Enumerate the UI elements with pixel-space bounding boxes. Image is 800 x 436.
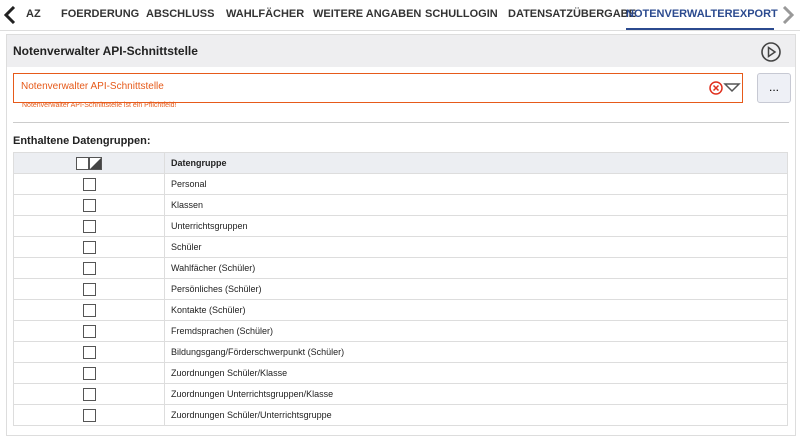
row-label: Persönliches (Schüler) xyxy=(164,278,788,300)
error-message: Notenverwalter API-Schnittstelle ist ein… xyxy=(22,102,177,109)
table-row: Klassen xyxy=(13,194,788,216)
row-checkbox-cell xyxy=(13,173,165,195)
row-label: Zuordnungen Unterrichtsgruppen/Klasse xyxy=(164,383,788,405)
table-row: Kontakte (Schüler) xyxy=(13,299,788,321)
tab[interactable]: WEITERE ANGABEN xyxy=(313,8,422,20)
row-label: Fremdsprachen (Schüler) xyxy=(164,320,788,342)
table-row: Unterrichtsgruppen xyxy=(13,215,788,237)
data-table: Datengruppe Personal Klassen Unterrichtsgr… xyxy=(13,152,788,426)
checkbox[interactable] xyxy=(82,366,96,380)
row-label: Bildungsgang/Förderschwerpunkt (Schüler) xyxy=(164,341,788,363)
table-row: Zuordnungen Unterrichtsgruppen/Klasse xyxy=(13,383,788,405)
row-checkbox-cell xyxy=(13,215,165,237)
toggle-icon[interactable] xyxy=(89,156,102,170)
panel-header: Notenverwalter API-Schnittstelle xyxy=(7,35,795,67)
checkbox[interactable] xyxy=(82,408,96,422)
table-row: Zuordnungen Schüler/Unterrichtsgruppe xyxy=(13,404,788,426)
select-all[interactable] xyxy=(13,152,165,174)
table-row: Fremdsprachen (Schüler) xyxy=(13,320,788,342)
row-checkbox-cell xyxy=(13,383,165,405)
row-checkbox-cell xyxy=(13,236,165,258)
row-checkbox-cell xyxy=(13,320,165,342)
select-icons xyxy=(709,81,741,95)
tab[interactable]: SCHULLOGIN xyxy=(425,8,498,20)
table-row: Wahlfächer (Schüler) xyxy=(13,257,788,279)
row-label: Klassen xyxy=(164,194,788,216)
checkbox[interactable] xyxy=(82,240,96,254)
row-label: Schüler xyxy=(164,236,788,258)
run-button[interactable] xyxy=(760,41,782,63)
checkbox[interactable] xyxy=(82,261,96,275)
checkbox[interactable] xyxy=(82,219,96,233)
more-button[interactable]: ... xyxy=(757,73,791,103)
row-checkbox-cell xyxy=(13,404,165,426)
table-row: Bildungsgang/Förderschwerpunkt (Schüler) xyxy=(13,341,788,363)
row-checkbox-cell xyxy=(13,341,165,363)
tab[interactable]: DATENSATZÜBERGABE xyxy=(508,8,636,20)
tab[interactable]: ABSCHLUSS xyxy=(146,8,215,20)
row-checkbox-cell xyxy=(13,194,165,216)
tab[interactable]: FOERDERUNG xyxy=(61,8,140,20)
table-row: Schüler xyxy=(13,236,788,258)
tab[interactable]: NOTENVERWALTEREXPORT xyxy=(626,0,778,30)
table-row: Zuordnungen Schüler/Klasse xyxy=(13,362,788,384)
panel-title: Notenverwalter API-Schnittstelle xyxy=(13,44,198,58)
column-header: Datengruppe xyxy=(164,152,788,174)
section-label: Enthaltene Datengruppen: xyxy=(13,135,151,147)
table-row: Persönliches (Schüler) xyxy=(13,278,788,300)
checkbox[interactable] xyxy=(82,303,96,317)
row-label: Zuordnungen Schüler/Klasse xyxy=(164,362,788,384)
row-checkbox-cell xyxy=(13,299,165,321)
tab-scroll-left[interactable] xyxy=(4,6,16,24)
checkbox[interactable] xyxy=(82,387,96,401)
row-label: Wahlfächer (Schüler) xyxy=(164,257,788,279)
row-checkbox-cell xyxy=(13,278,165,300)
row-label: Unterrichtsgruppen xyxy=(164,215,788,237)
tab[interactable]: WAHLFÄCHER xyxy=(226,8,305,20)
checkbox[interactable] xyxy=(82,345,96,359)
row-label: Personal xyxy=(164,173,788,195)
checkbox[interactable] xyxy=(82,177,96,191)
row-checkbox-cell xyxy=(13,257,165,279)
panel: Notenverwalter API-Schnittstelle Notenve… xyxy=(6,34,796,436)
checkbox[interactable] xyxy=(82,198,96,212)
table-row: Personal xyxy=(13,173,788,195)
table-header: Datengruppe xyxy=(13,152,788,174)
tab-scroll-right[interactable] xyxy=(782,6,794,24)
row-checkbox-cell xyxy=(13,362,165,384)
tab[interactable]: AZ xyxy=(26,8,41,20)
select-field[interactable]: Notenverwalter API-Schnittstelle xyxy=(13,73,743,103)
row-label: Kontakte (Schüler) xyxy=(164,299,788,321)
checkbox[interactable] xyxy=(82,324,96,338)
row-label: Zuordnungen Schüler/Unterrichtsgruppe xyxy=(164,404,788,426)
select-value: Notenverwalter API-Schnittstelle xyxy=(21,81,164,92)
divider xyxy=(13,122,789,123)
checkbox[interactable] xyxy=(82,282,96,296)
tab-bar: AZ FOERDERUNG ABSCHLUSS WAHLFÄCHER WEITERE A… xyxy=(0,0,800,31)
